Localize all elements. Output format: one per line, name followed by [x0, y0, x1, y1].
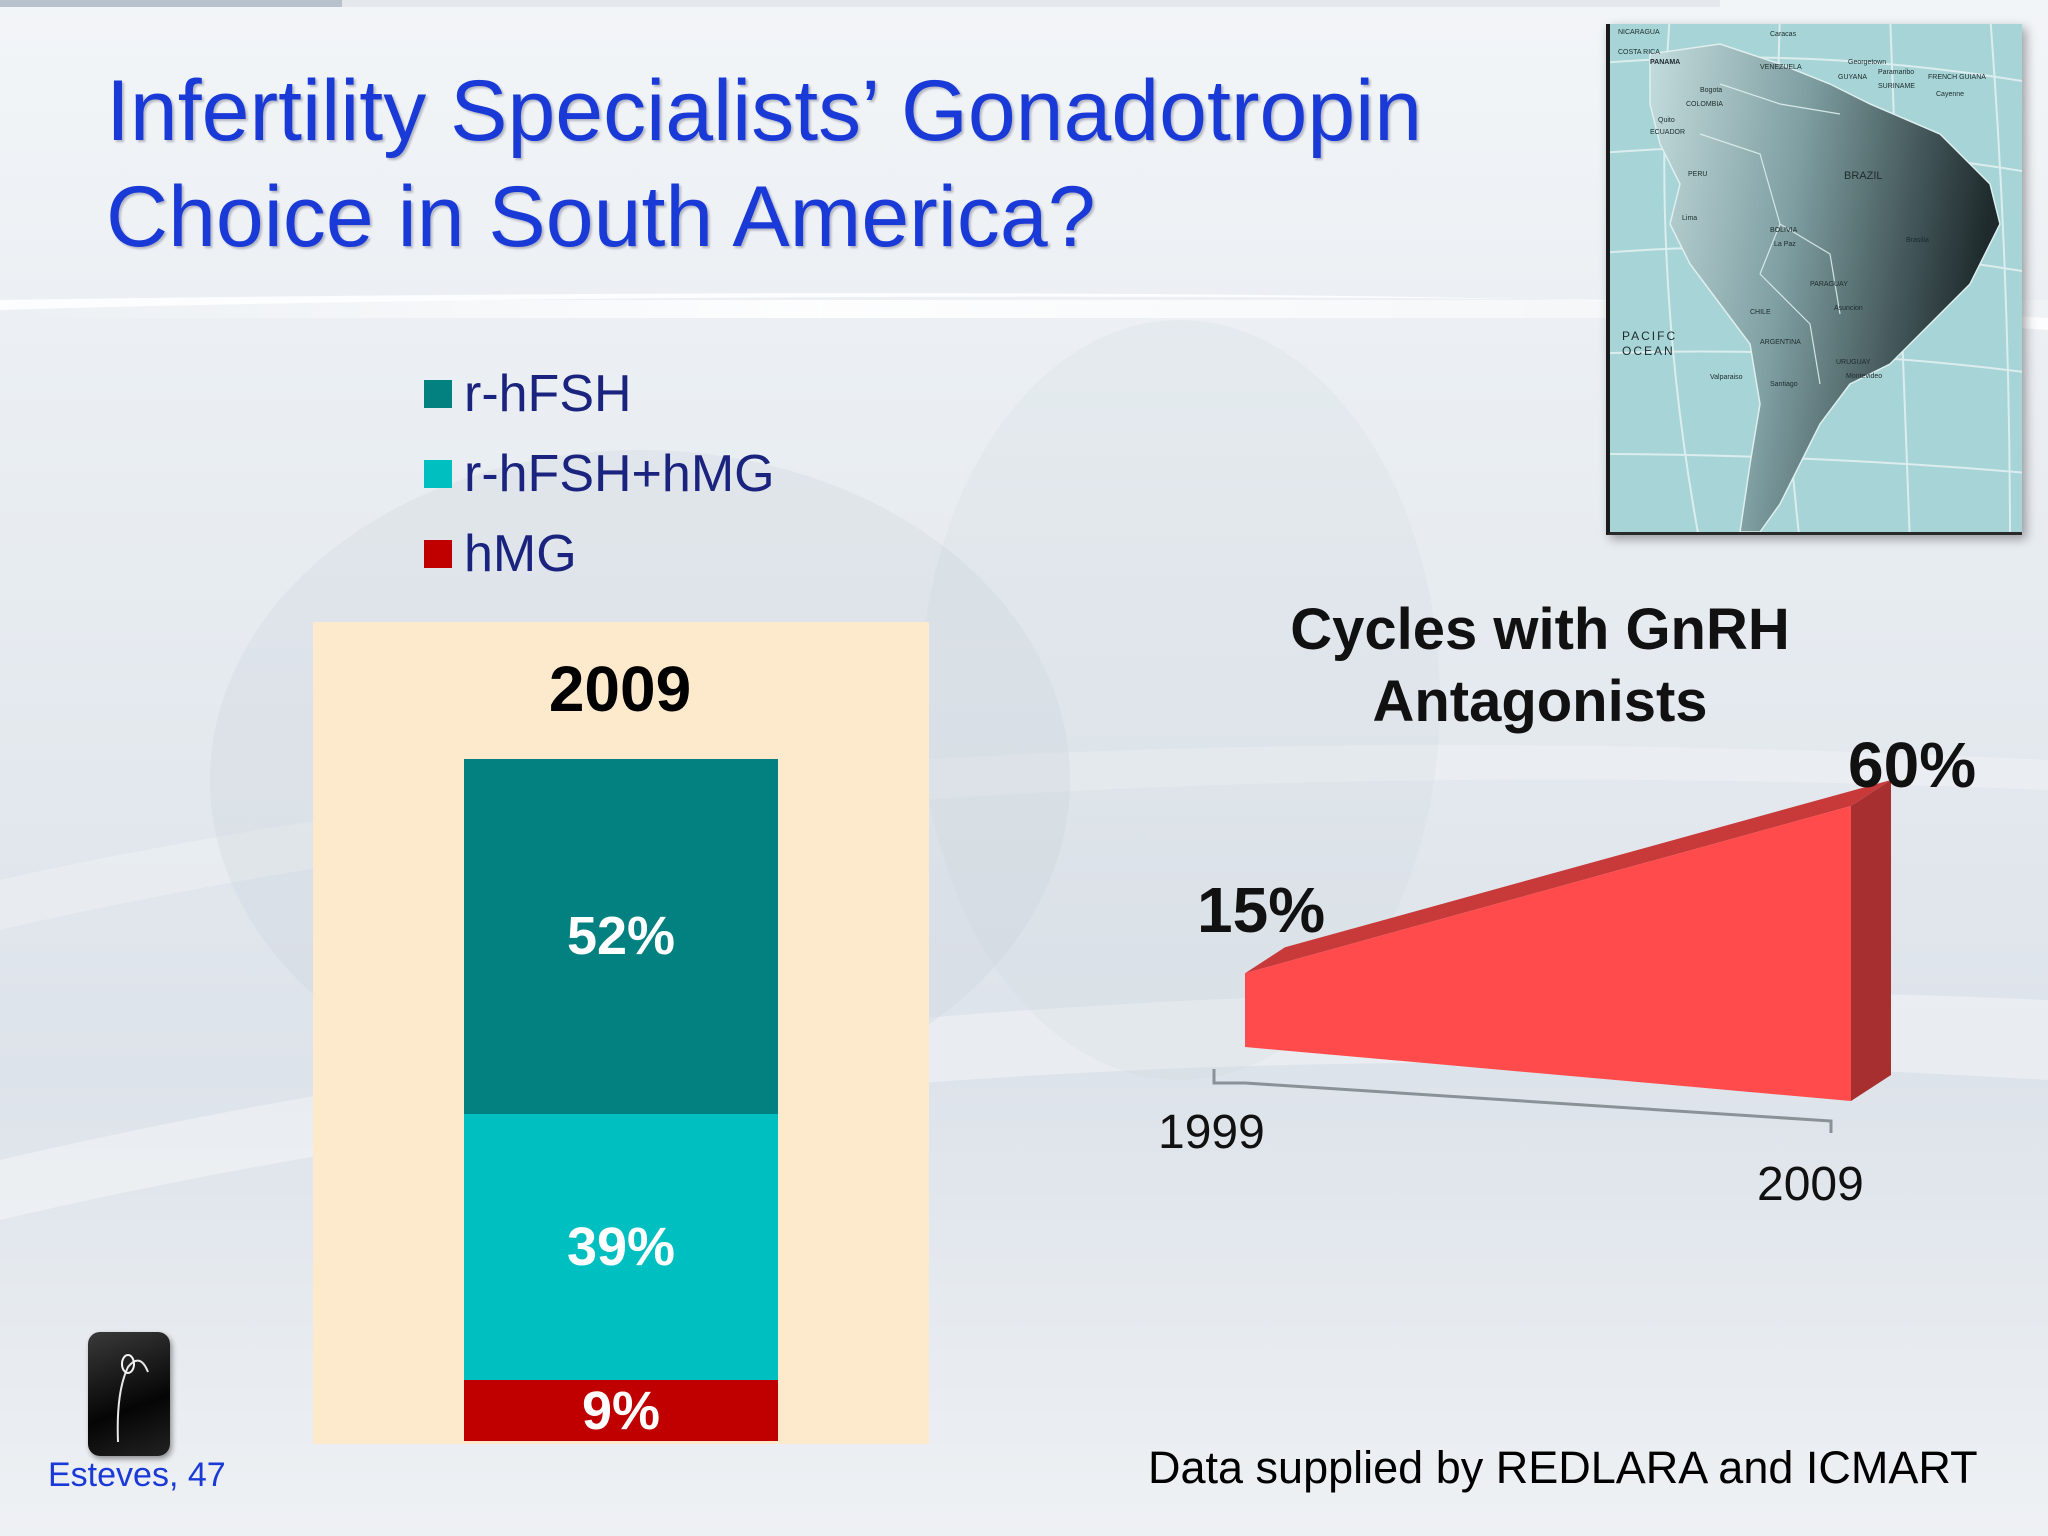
- legend-label: hMG: [464, 525, 577, 583]
- bar-data-label: 9%: [581, 1380, 661, 1441]
- map-label: VENEZUELA: [1760, 64, 1802, 71]
- map-label: La Paz: [1774, 241, 1796, 248]
- map-label: ARGENTINA: [1760, 339, 1801, 346]
- bar-segment-r-hfsh: 52%: [464, 759, 778, 1114]
- map-label: BRAZIL: [1844, 170, 1883, 182]
- map-label: Bogota: [1700, 87, 1722, 94]
- map-label: Georgetown: [1848, 59, 1886, 66]
- map-label: Caracas: [1770, 31, 1797, 38]
- legend-item-r-hfsh: r-hFSH: [424, 354, 775, 434]
- map-label: URUGUAY: [1836, 359, 1871, 366]
- map-label: Cayenne: [1936, 91, 1964, 98]
- legend-label: r-hFSH+hMG: [464, 445, 775, 503]
- logo-graphic: [116, 1354, 149, 1443]
- top-rule: [0, 0, 1720, 7]
- map-label: Paramaribo: [1878, 69, 1914, 76]
- map-label: ECUADOR: [1650, 129, 1685, 136]
- esteves-logo: [88, 1332, 170, 1456]
- wedge-value-label-end: 60%: [1848, 729, 1977, 801]
- map-label: Valparaiso: [1710, 374, 1743, 381]
- map-ocean-label: OCEAN: [1622, 344, 1675, 358]
- map-label: COLOMBIA: [1686, 101, 1723, 108]
- map-label: GUYANA: [1838, 74, 1867, 81]
- data-source-note: Data supplied by REDLARA and ICMART: [1148, 1442, 1978, 1493]
- title-line-2: Choice in South America?: [106, 169, 1096, 265]
- map-label: PERU: [1688, 171, 1707, 178]
- wedge-chart-title: Cycles with GnRH Antagonists: [1240, 594, 1840, 738]
- map-graphic: NICARAGUA COSTA RICA PANAMA Caracas VENE…: [1610, 24, 2022, 532]
- legend-swatch: [424, 380, 452, 408]
- map-label: Quito: [1658, 117, 1675, 124]
- map-label: Brasilia: [1906, 237, 1929, 244]
- background-band: [0, 300, 2048, 318]
- bar-segment-r-hfsh-hmg: 39%: [464, 1113, 778, 1380]
- map-label: FRENCH GUIANA: [1928, 74, 1986, 81]
- top-rule-accent: [0, 0, 342, 7]
- slide-title: Infertility Specialists’ Gonadotropin Ch…: [106, 58, 1566, 270]
- bar-segment-hmg: 9%: [464, 1379, 778, 1441]
- map-label: PANAMA: [1650, 59, 1680, 66]
- map-label: Santiago: [1770, 381, 1798, 388]
- south-america-map: NICARAGUA COSTA RICA PANAMA Caracas VENE…: [1606, 24, 2022, 535]
- legend-swatch: [424, 540, 452, 568]
- wedge-value-label-start: 15%: [1197, 874, 1326, 947]
- map-label: Asuncion: [1834, 305, 1863, 312]
- wedge-title-line-1: Cycles with GnRH: [1290, 597, 1790, 662]
- wedge-title-line-2: Antagonists: [1372, 669, 1708, 734]
- map-label: BOLIVIA: [1770, 227, 1798, 234]
- map-label: Lima: [1682, 215, 1697, 222]
- map-label: PARAGUAY: [1810, 281, 1848, 288]
- legend-label: r-hFSH: [464, 365, 632, 423]
- wedge-x-label-end: 2009: [1757, 1158, 1864, 1211]
- map-ocean-label: PACIFC: [1622, 329, 1677, 343]
- map-label: SURINAME: [1878, 83, 1915, 90]
- legend-item-hmg: hMG: [424, 514, 775, 594]
- bar-data-label: 52%: [566, 906, 676, 967]
- logo-caption: Esteves, 47: [48, 1456, 226, 1494]
- map-label: CHILE: [1750, 309, 1771, 316]
- map-label: Montevideo: [1846, 373, 1882, 380]
- map-label: COSTA RICA: [1618, 49, 1660, 56]
- bar-data-label: 39%: [566, 1216, 676, 1277]
- legend-item-r-hfsh-hmg: r-hFSH+hMG: [424, 434, 775, 514]
- wedge-x-label-start: 1999: [1158, 1106, 1265, 1159]
- title-line-1: Infertility Specialists’ Gonadotropin: [106, 63, 1423, 159]
- bar-category-label: 2009: [548, 653, 692, 725]
- legend-swatch: [424, 460, 452, 488]
- legend: r-hFSH r-hFSH+hMG hMG: [424, 354, 775, 594]
- map-label: NICARAGUA: [1618, 29, 1660, 36]
